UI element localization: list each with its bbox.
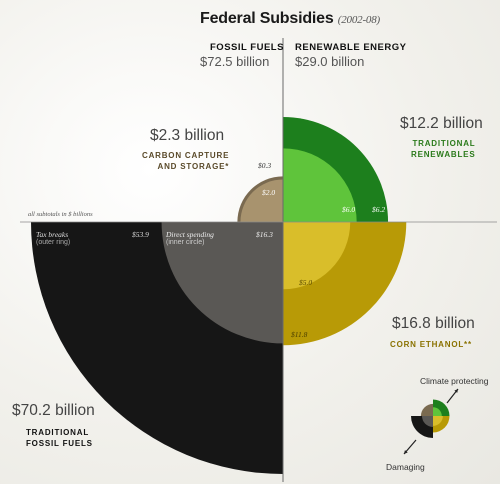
trad-renew-caption: TRADITIONAL RENEWABLES [411, 138, 475, 160]
renew-direct-spending-circle [283, 148, 357, 222]
ccs-caption-line1: CARBON CAPTURE [142, 151, 230, 160]
tax-breaks-label: Tax breaks [36, 230, 69, 239]
value-label-fossil-direct: $16.3 [256, 230, 273, 239]
chart-title: Federal Subsidies [200, 10, 334, 27]
tax-breaks-sub: (outer ring) [36, 239, 71, 246]
ccs-total: $2.3 billion [150, 127, 225, 144]
legend-damaging: Damaging [386, 462, 425, 472]
corn-caption: CORN ETHANOL** [390, 340, 472, 349]
page-title: Federal Subsidies (2002-08) [200, 10, 380, 28]
value-label-fossil-tax: $53.9 [132, 230, 149, 239]
ccs-caption-line2: AND STORAGE* [157, 162, 230, 171]
renewable-header-total: $29.0 billion [295, 54, 365, 69]
trad-renew-caption-line1: TRADITIONAL [412, 139, 476, 148]
value-label-ccs-direct: $2.0 [262, 188, 276, 197]
trad-renew-total: $12.2 billion [400, 115, 483, 132]
fossil-caption-line1: TRADITIONAL [26, 428, 90, 437]
corn-direct-spending-circle [283, 222, 351, 290]
ccs-caption: CARBON CAPTURE AND STORAGE* [142, 150, 229, 172]
value-label-ccs-tax: $0.3 [258, 161, 272, 170]
renewable-header-label: RENEWABLE ENERGY [295, 42, 407, 53]
corn-total: $16.8 billion [392, 315, 475, 332]
value-label-corn-tax: $11.8 [291, 330, 308, 339]
fossil-caption-line2: FOSSIL FUELS [26, 439, 93, 448]
ccs-direct-spending-circle [240, 179, 283, 222]
legend-climate-protecting: Climate protecting [420, 376, 489, 386]
value-label-renew-tax: $6.2 [372, 205, 386, 214]
direct-spending-label: Direct spending [166, 230, 214, 239]
fossil-caption: TRADITIONAL FOSSIL FUELS [26, 427, 93, 449]
value-label-corn-direct: $5.0 [299, 278, 313, 287]
trad-renew-caption-line2: RENEWABLES [411, 150, 476, 159]
fossil-direct-spending-circle [161, 222, 283, 344]
value-label-renew-direct: $6.0 [342, 205, 356, 214]
fossil-total: $70.2 billion [12, 402, 95, 419]
fossil-header-total: $72.5 billion [200, 54, 270, 69]
chart-title-period: (2002-08) [337, 14, 380, 26]
fossil-header-label: FOSSIL FUELS [210, 42, 284, 53]
direct-spending-sub: (inner circle) [166, 239, 205, 246]
units-note: all subtotals in $ billions [28, 211, 93, 218]
